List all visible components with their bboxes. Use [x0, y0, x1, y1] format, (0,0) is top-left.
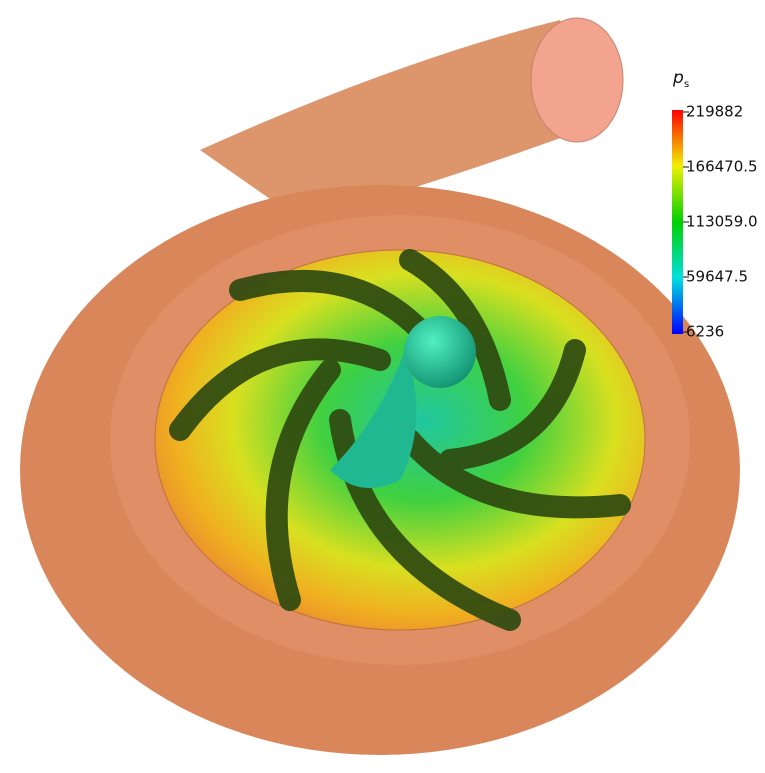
colorbar-title-subscript: s: [684, 79, 689, 90]
colorbar-gradient: [672, 110, 683, 334]
colorbar-tick-label: 219882: [686, 103, 743, 121]
colorbar-tick-label: 59647.5: [686, 268, 748, 286]
colorbar: p s: [672, 68, 689, 334]
impeller-render: [20, 17, 740, 755]
colorbar-tick-label: 166470.5: [686, 158, 758, 176]
colorbar-title: p: [672, 68, 684, 88]
colorbar-tick-label: 6236: [686, 323, 724, 341]
colorbar-tick-label: 113059.0: [686, 213, 758, 231]
